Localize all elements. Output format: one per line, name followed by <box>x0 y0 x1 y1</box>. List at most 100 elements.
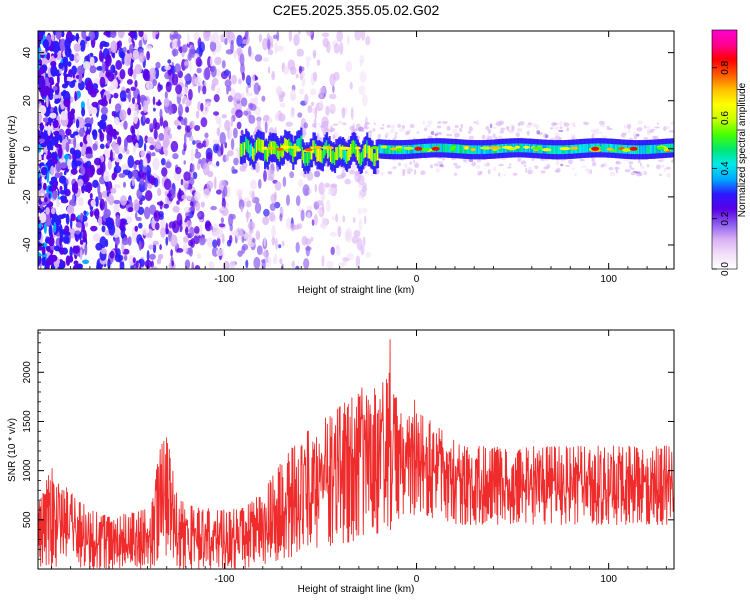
heatmap-cell <box>181 44 188 53</box>
heatmap-cell <box>430 164 433 169</box>
heatmap-cell <box>55 160 62 173</box>
heatmap-cell <box>59 185 63 192</box>
heatmap-cell <box>312 52 316 59</box>
heatmap-cell <box>58 62 64 70</box>
heatmap-cell <box>196 212 202 218</box>
heatmap-cell <box>337 225 342 238</box>
heatmap-cell <box>89 192 93 200</box>
heatmap-cell <box>627 128 631 134</box>
heatmap-cell <box>315 143 318 157</box>
heatmap-cell <box>119 90 127 101</box>
heatmap-cell <box>509 129 512 132</box>
heatmap-cell <box>145 117 150 125</box>
heatmap-cell <box>648 145 651 154</box>
heatmap-cell <box>110 64 116 74</box>
heatmap-cell <box>129 43 134 54</box>
heatmap-cell <box>640 166 644 170</box>
heatmap-cell <box>309 146 312 160</box>
heatmap-cell <box>545 134 549 139</box>
heatmap-cell <box>42 39 50 49</box>
heatmap-cell <box>155 101 162 106</box>
heatmap-cell <box>121 237 130 246</box>
heatmap-cell <box>453 162 458 166</box>
heatmap-cell <box>530 170 534 173</box>
heatmap-cell <box>566 127 569 132</box>
heatmap-cell <box>401 124 405 129</box>
heatmap-cell <box>146 136 154 144</box>
snr-panel: -100 0 100 500 1000 1500 2000 Height of strai… <box>7 329 675 595</box>
heatmap-cell <box>233 127 238 139</box>
heatmap-cell <box>164 98 170 108</box>
heatmap-cell <box>220 217 224 224</box>
heatmap-cell <box>305 150 308 164</box>
heatmap-cell <box>437 121 442 124</box>
heatmap-cell <box>592 130 599 136</box>
heatmap-cell <box>127 236 132 246</box>
heatmap-cell <box>311 146 314 160</box>
heatmap-cell <box>284 137 287 151</box>
heatmap-cell <box>136 129 140 135</box>
heatmap-cell <box>370 147 373 161</box>
heatmap-cell <box>142 166 147 173</box>
heatmap-cell <box>48 236 55 247</box>
heatmap-cell <box>250 179 257 190</box>
heatmap-cell <box>175 84 183 95</box>
heatmap-cell <box>446 125 451 131</box>
heatmap-cell <box>137 93 141 106</box>
heatmap-cell <box>239 228 245 237</box>
heatmap-cell <box>602 143 606 153</box>
heatmap-cell <box>190 45 196 58</box>
heatmap-cell <box>212 139 220 145</box>
heatmap-cell <box>47 124 51 136</box>
heatmap-cell <box>493 126 497 130</box>
heatmap-cell <box>452 128 458 134</box>
heatmap-cell <box>439 164 444 167</box>
heatmap-cell <box>457 144 460 154</box>
heatmap-cell <box>188 88 193 101</box>
heatmap-cell <box>520 160 527 165</box>
heatmap-cell <box>609 127 613 131</box>
heatmap-cell <box>194 265 201 269</box>
heatmap-cell <box>656 122 660 125</box>
heatmap-cell <box>99 143 105 149</box>
heatmap-cell <box>515 132 520 138</box>
heatmap-cell <box>461 144 464 154</box>
heatmap-cell <box>69 81 75 88</box>
heatmap-cell <box>325 105 330 116</box>
heatmap-cell <box>225 31 231 40</box>
heatmap-cell <box>217 87 221 94</box>
heatmap-cell <box>274 42 278 54</box>
heatmap-cell <box>333 105 337 113</box>
heatmap-cell <box>316 59 321 66</box>
heatmap-cell <box>86 80 94 91</box>
heatmap-cell <box>477 171 482 176</box>
heatmap-cell <box>140 150 145 158</box>
heatmap-cell <box>40 128 43 141</box>
heatmap-cell <box>329 231 337 237</box>
heatmap-cell <box>622 148 631 152</box>
heatmap-cell <box>123 254 128 261</box>
heatmap-cell <box>146 50 151 61</box>
heatmap-cell <box>635 172 642 177</box>
heatmap-cell <box>38 105 47 115</box>
heatmap-cell <box>64 225 70 234</box>
heatmap-cell <box>213 94 220 103</box>
heatmap-cell <box>45 245 51 252</box>
heatmap-cell <box>304 93 309 105</box>
heatmap-cell <box>177 38 181 48</box>
heatmap-cell <box>254 142 257 156</box>
heatmap-cell <box>239 165 246 172</box>
heatmap-cell <box>276 31 280 41</box>
y-tick-label: 2000 <box>22 361 33 384</box>
heatmap-cell <box>200 102 204 112</box>
heatmap-cell <box>573 173 577 176</box>
colorbar-tick-label: 0.8 <box>720 60 731 74</box>
heatmap-cell <box>67 138 71 145</box>
heatmap-cell <box>159 108 163 119</box>
heatmap-cell <box>487 169 491 175</box>
heatmap-cell <box>668 130 674 133</box>
heatmap-cell <box>379 127 385 130</box>
heatmap-cell <box>316 200 324 207</box>
heatmap-cell <box>464 146 469 150</box>
heatmap-cell <box>180 118 187 126</box>
